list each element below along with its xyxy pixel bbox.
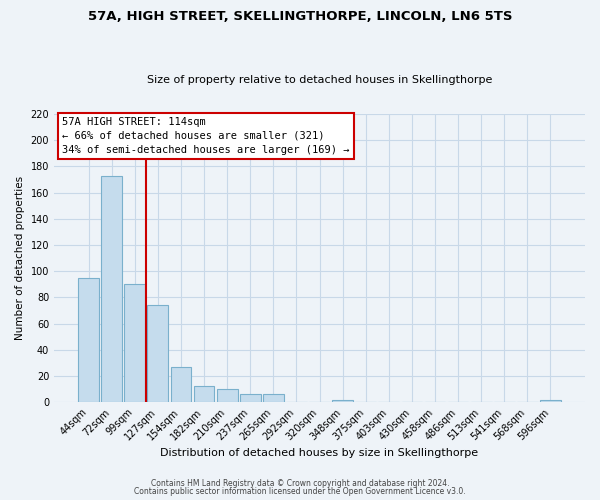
- Bar: [101, 176, 122, 402]
- Bar: [332, 400, 353, 402]
- Bar: [124, 284, 145, 402]
- Text: Contains HM Land Registry data © Crown copyright and database right 2024.: Contains HM Land Registry data © Crown c…: [151, 478, 449, 488]
- Bar: [540, 400, 561, 402]
- Bar: [194, 386, 214, 402]
- Bar: [78, 278, 99, 402]
- Bar: [240, 394, 260, 402]
- Text: Contains public sector information licensed under the Open Government Licence v3: Contains public sector information licen…: [134, 487, 466, 496]
- Text: 57A, HIGH STREET, SKELLINGTHORPE, LINCOLN, LN6 5TS: 57A, HIGH STREET, SKELLINGTHORPE, LINCOL…: [88, 10, 512, 23]
- Bar: [263, 394, 284, 402]
- Bar: [148, 306, 168, 402]
- Bar: [170, 367, 191, 402]
- Y-axis label: Number of detached properties: Number of detached properties: [15, 176, 25, 340]
- Bar: [217, 389, 238, 402]
- X-axis label: Distribution of detached houses by size in Skellingthorpe: Distribution of detached houses by size …: [160, 448, 479, 458]
- Text: 57A HIGH STREET: 114sqm
← 66% of detached houses are smaller (321)
34% of semi-d: 57A HIGH STREET: 114sqm ← 66% of detache…: [62, 117, 350, 155]
- Title: Size of property relative to detached houses in Skellingthorpe: Size of property relative to detached ho…: [147, 76, 492, 86]
